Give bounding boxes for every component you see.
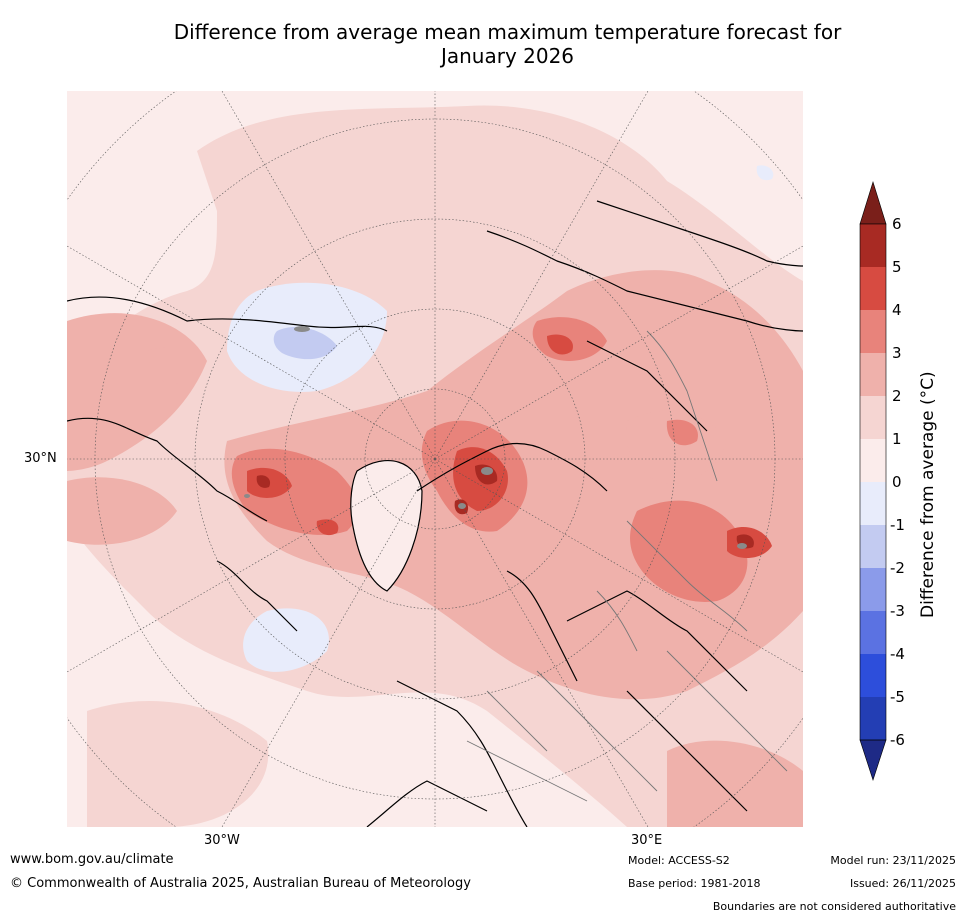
cbar-tick-m1: -1 [890,516,905,534]
anomaly-3-to-4 [231,317,748,602]
cbar-extend-low [859,739,887,781]
boundaries-disclaimer: Boundaries are not considered authoritat… [712,900,956,913]
lon-label-30w: 30°W [204,833,240,848]
cbar-tick-0: 0 [892,473,902,491]
cbar-m4-to-m3 [860,611,886,654]
website-link[interactable]: www.bom.gov.au/climate [10,852,174,867]
coastlines [67,200,803,827]
colorbar-title: Difference from average (°C) [918,371,938,618]
cbar-tick-m4: -4 [890,645,905,663]
forecast-map [67,91,803,827]
lat-label-30n: 30°N [24,451,57,466]
cbar-tick-3: 3 [892,344,902,362]
cbar-m6-to-m5 [860,697,886,740]
cbar-extend-high [859,180,887,225]
base-period: Base period: 1981-2018 [628,877,761,890]
title-line-2: January 2026 [440,44,575,68]
colorbar: 6 5 4 3 2 1 0 -1 -2 -3 -4 -5 -6 [859,180,905,781]
cbar-1-to-2 [860,396,886,439]
model-name: Model: ACCESS-S2 [628,854,730,867]
cbar-3-to-4 [860,310,886,353]
model-run-date: Model run: 23/11/2025 [830,854,956,867]
cbar-m1-to-0 [860,482,886,525]
cbar-tick-m2: -2 [890,559,905,577]
cbar-tick-m6: -6 [890,731,905,749]
cbar-m5-to-m4 [860,654,886,697]
country-borders [466,330,788,802]
cbar-tick-4: 4 [892,301,902,319]
masked-areas [244,326,747,549]
cbar-4-to-5 [860,267,886,310]
greenland-outline [350,460,423,592]
cbar-tick-m5: -5 [890,688,905,706]
cbar-0-to-1 [860,439,886,482]
graticule [67,91,803,827]
chart-title: Difference from average mean maximum tem… [60,20,955,68]
copyright-text: © Commonwealth of Australia 2025, Austra… [10,876,471,891]
cbar-5-to-6 [860,224,886,267]
cbar-m3-to-m2 [860,568,886,611]
cbar-tick-6: 6 [892,215,902,233]
cbar-tick-m3: -3 [890,602,905,620]
lon-label-30e: 30°E [631,833,663,848]
issued-date: Issued: 26/11/2025 [849,877,956,890]
title-line-1: Difference from average mean maximum tem… [173,20,842,44]
cbar-tick-1: 1 [892,430,902,448]
cbar-2-to-3 [860,353,886,396]
anomaly-minus-2-to-minus-1 [273,326,337,360]
cbar-tick-5: 5 [892,258,902,276]
cbar-m2-to-m1 [860,525,886,568]
cbar-tick-2: 2 [892,387,902,405]
